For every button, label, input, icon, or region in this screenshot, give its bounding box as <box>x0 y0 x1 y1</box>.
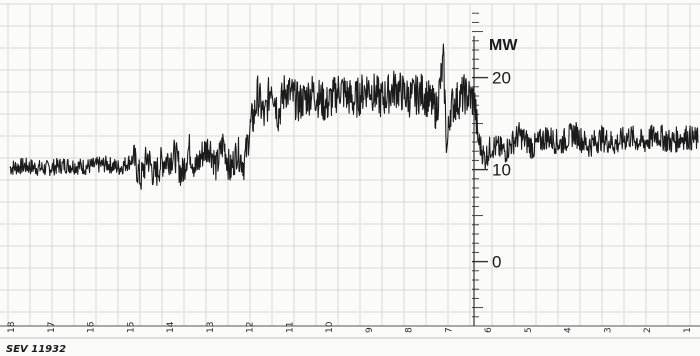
x-tick-label: 9 <box>365 327 375 333</box>
x-tick-label: 6 <box>484 327 494 333</box>
y-tick-label: 10 <box>492 161 511 180</box>
x-tick-label: 1 <box>683 327 693 333</box>
x-tick-label: 2 <box>643 327 653 333</box>
x-tick-label: 16 <box>87 321 97 333</box>
y-tick-label: 0 <box>492 253 501 272</box>
y-tick-label: 20 <box>492 69 511 88</box>
figure-caption: SEV 11932 <box>6 344 66 355</box>
x-tick-label: 12 <box>246 322 256 333</box>
x-tick-label: 15 <box>126 322 136 333</box>
x-tick-label: 13 <box>206 322 216 333</box>
y-tick-labels: 20 10 0 <box>492 69 511 272</box>
x-tick-label: 11 <box>285 322 295 333</box>
x-tick-label: 10 <box>325 321 335 333</box>
x-tick-label: 3 <box>603 327 613 333</box>
x-tick-label: 14 <box>166 321 176 333</box>
x-tick-label: 4 <box>564 327 574 333</box>
grid-lines <box>0 3 700 339</box>
trace-line <box>9 43 699 190</box>
x-tick-label: 7 <box>444 327 454 333</box>
unit-label: MW <box>489 37 518 54</box>
x-tick-label: 18 <box>7 321 17 333</box>
x-tick-label: 8 <box>405 327 415 333</box>
x-tick-labels: 18 17 16 15 14 13 12 11 10 9 8 7 6 5 4 3 2 1 <box>7 321 693 333</box>
power-trace <box>9 43 699 190</box>
x-tick-label: 5 <box>524 327 534 333</box>
x-tick-label: 17 <box>47 322 57 333</box>
